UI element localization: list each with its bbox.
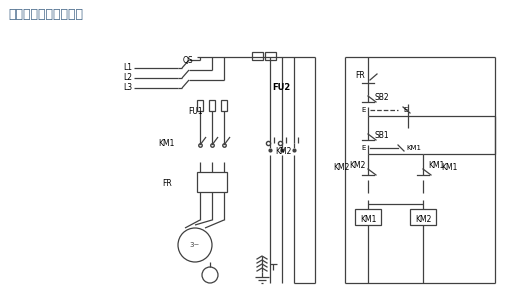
Circle shape (178, 228, 212, 262)
Bar (265, 52, 275, 60)
Text: KM1: KM1 (405, 145, 420, 151)
Text: FR: FR (162, 178, 172, 188)
Bar (251, 52, 263, 60)
Text: KM1: KM1 (427, 161, 443, 170)
Bar (209, 100, 215, 111)
Bar (196, 172, 227, 192)
Text: FU1: FU1 (188, 107, 202, 117)
Text: E: E (361, 107, 365, 113)
Text: SB1: SB1 (374, 130, 389, 140)
Bar (355, 209, 380, 225)
Text: L2: L2 (123, 73, 132, 83)
Circle shape (201, 267, 218, 283)
Text: FR: FR (355, 70, 364, 80)
Text: KM1: KM1 (359, 215, 375, 223)
Bar (409, 209, 435, 225)
Text: KM2: KM2 (349, 161, 365, 170)
Text: KM2: KM2 (274, 147, 291, 156)
Text: KM2: KM2 (414, 215, 430, 223)
Text: FU2: FU2 (272, 84, 290, 92)
Text: L3: L3 (123, 84, 132, 92)
Text: 电磁抛闸通电制动接线: 电磁抛闸通电制动接线 (8, 8, 83, 21)
Text: KM2: KM2 (333, 162, 349, 171)
Text: 3~: 3~ (189, 242, 200, 248)
Text: KM1: KM1 (440, 162, 457, 171)
Text: E: E (402, 107, 407, 113)
Text: SB2: SB2 (374, 92, 389, 102)
Text: L1: L1 (123, 64, 132, 73)
Text: E: E (361, 145, 365, 151)
Text: KM1: KM1 (158, 139, 175, 147)
Bar (221, 100, 227, 111)
Text: QS: QS (183, 55, 193, 65)
Bar (196, 100, 203, 111)
